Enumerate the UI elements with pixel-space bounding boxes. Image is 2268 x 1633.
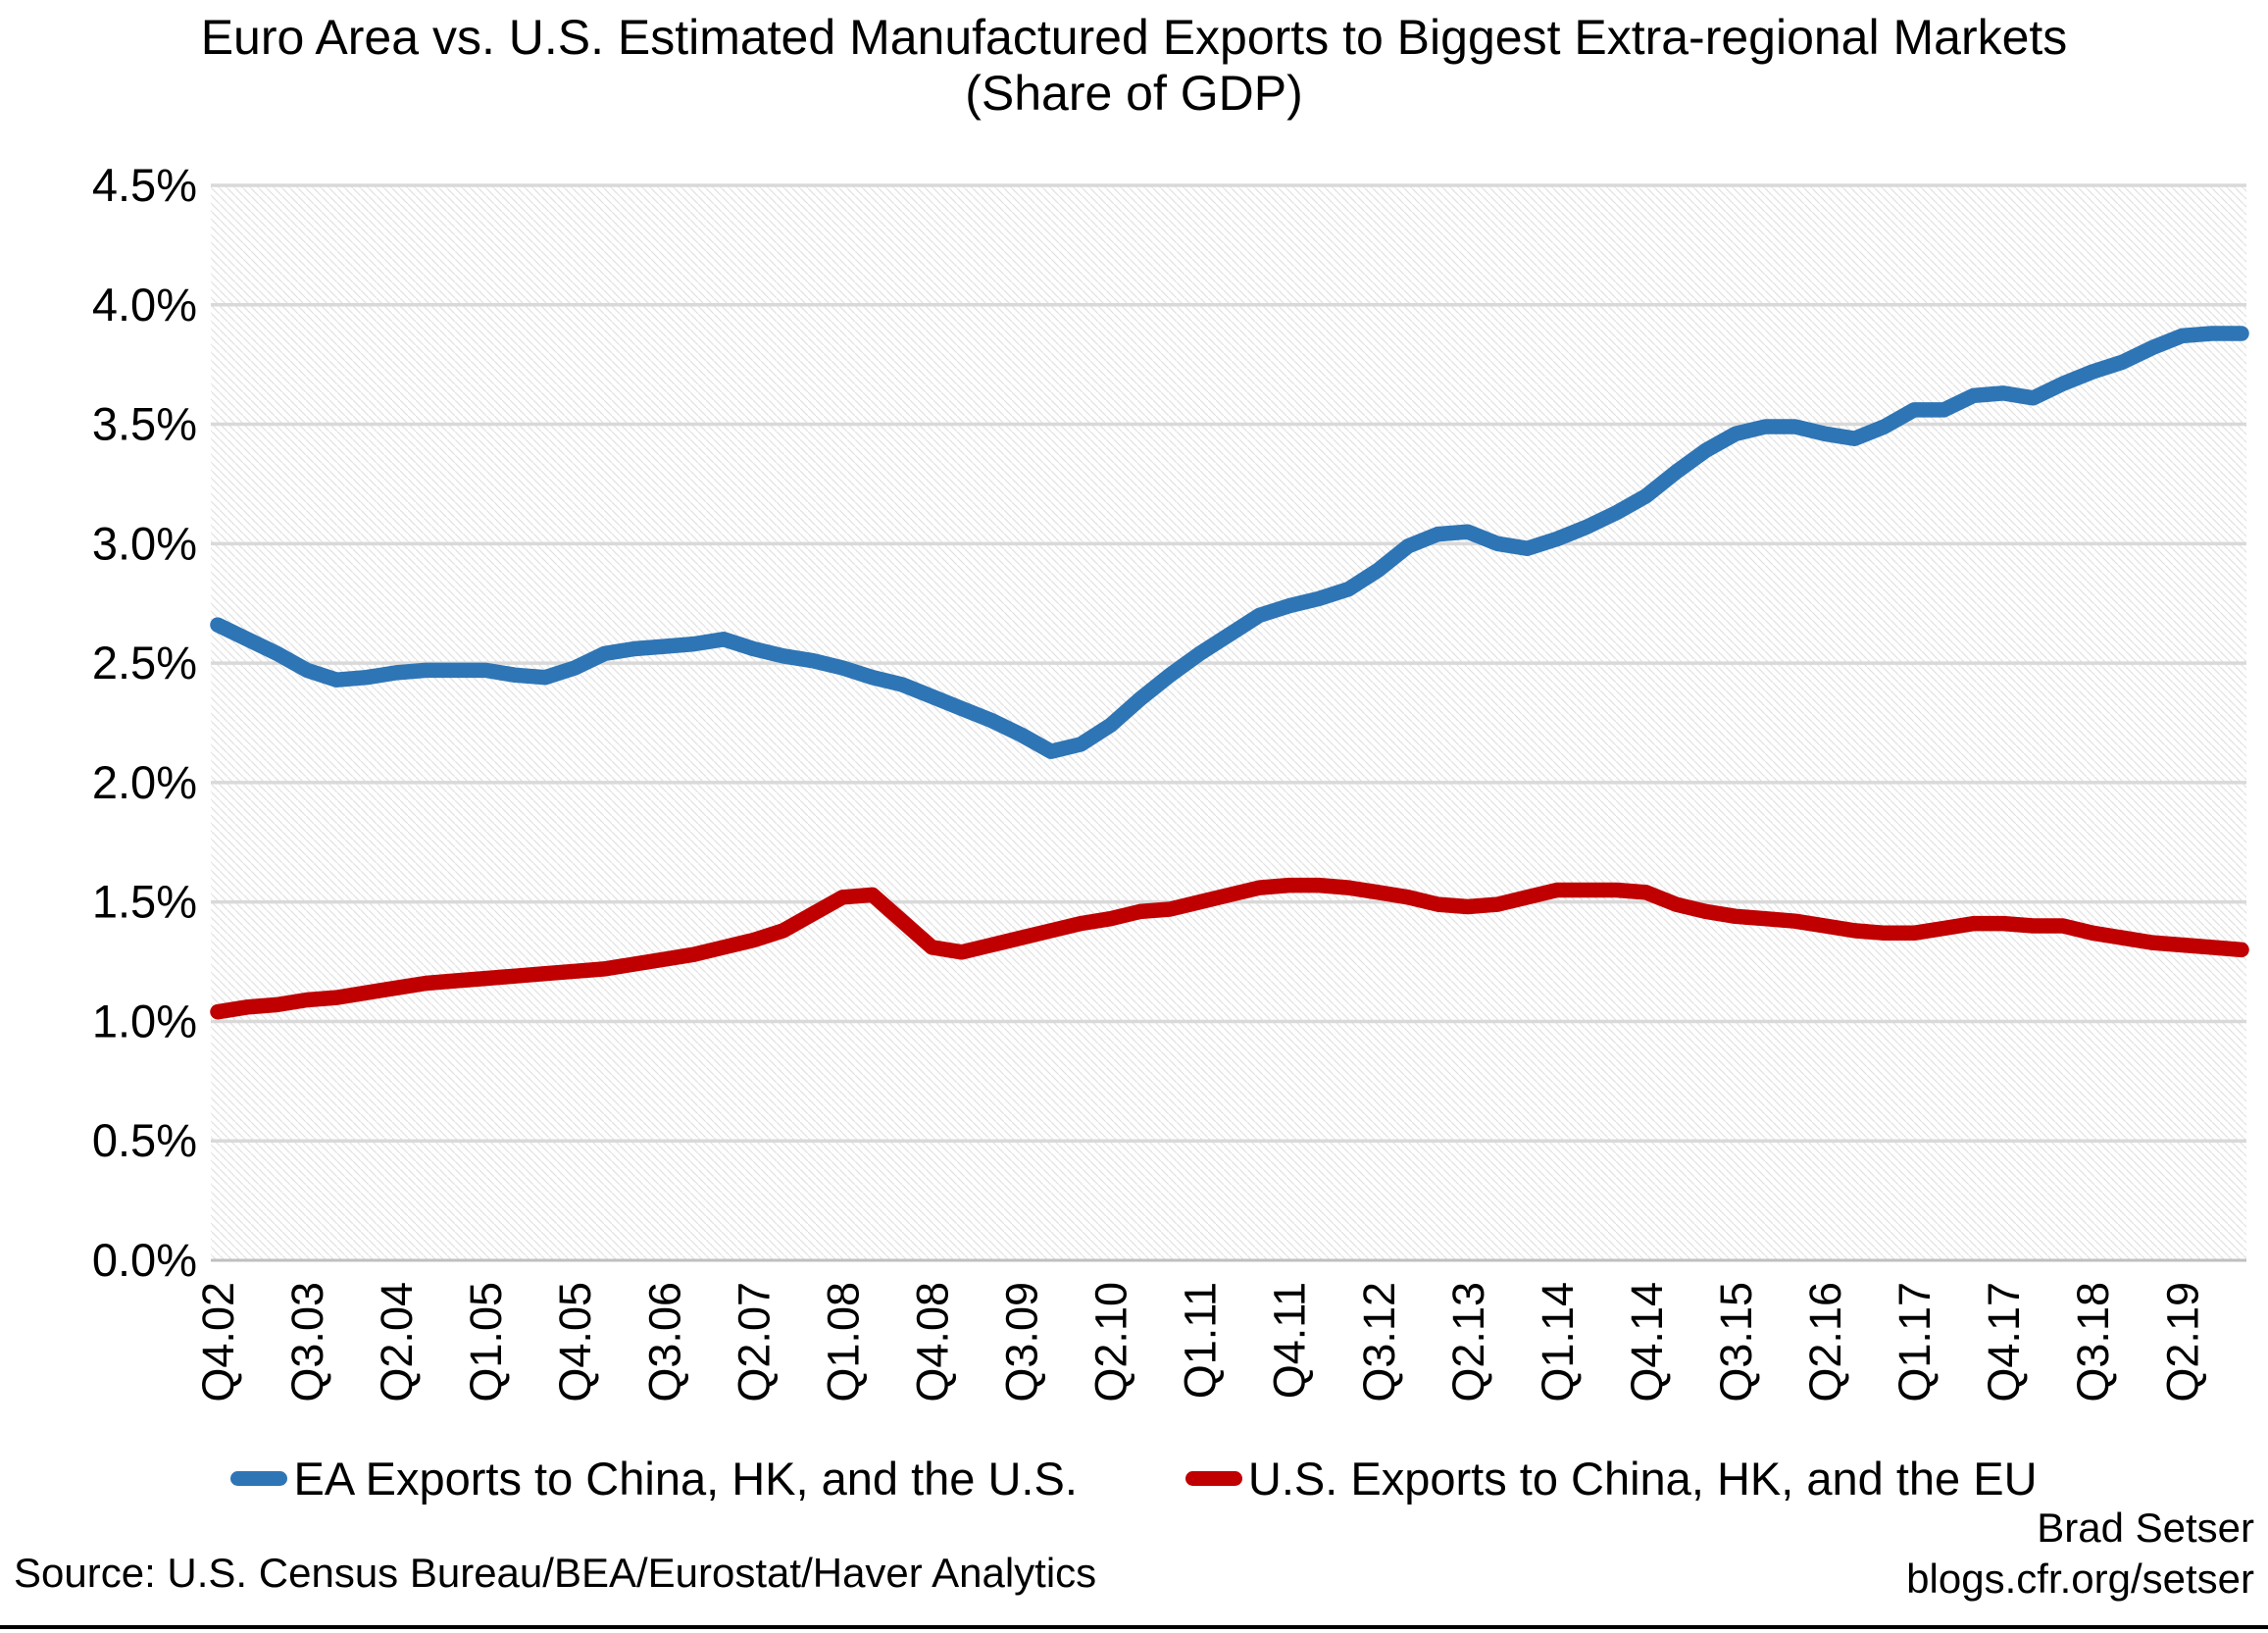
x-axis-labels: Q4.02 Q3.03 Q2.04 Q1.05 Q4.05 Q3.06 Q2.07 Q1.08… [193,1282,2207,1403]
svg-text:1.0%: 1.0% [92,995,197,1046]
plot-area [211,185,2246,1260]
source-note: Source: U.S. Census Bureau/BEA/Eurostat/… [14,1550,1097,1596]
svg-text:Q3.09: Q3.09 [997,1282,1047,1403]
svg-text:3.0%: 3.0% [92,517,197,569]
y-axis-labels: 0.0% 0.5% 1.0% 1.5% 2.0% 2.5% 3.0% 3.5% 4.0% 4.5% [92,159,197,1286]
svg-text:Q1.14: Q1.14 [1533,1282,1583,1403]
legend-item-ea: EA Exports to China, HK, and the U.S. [230,1452,1078,1505]
svg-text:0.5%: 0.5% [92,1114,197,1166]
svg-text:Q4.14: Q4.14 [1622,1282,1672,1403]
y-gridlines [211,183,2246,1262]
svg-text:3.5%: 3.5% [92,398,197,450]
chart-title-line1: Euro Area vs. U.S. Estimated Manufacture… [200,10,2068,65]
svg-text:Q4.05: Q4.05 [550,1282,600,1403]
svg-text:Q1.11: Q1.11 [1176,1282,1226,1399]
svg-text:2.0%: 2.0% [92,756,197,808]
svg-text:Q2.10: Q2.10 [1086,1282,1136,1403]
svg-text:Q3.15: Q3.15 [1711,1282,1761,1403]
svg-text:Q2.07: Q2.07 [729,1282,779,1403]
legend-label-ea: EA Exports to China, HK, and the U.S. [293,1453,1078,1505]
svg-text:Q2.04: Q2.04 [372,1282,422,1403]
svg-text:Q1.08: Q1.08 [818,1282,868,1403]
credit-author: Brad Setser [2037,1505,2254,1551]
credit-site: blogs.cfr.org/setser [1906,1556,2254,1602]
svg-text:Q3.06: Q3.06 [639,1282,689,1403]
bottom-border [0,1625,2268,1629]
svg-text:Q3.12: Q3.12 [1354,1282,1404,1403]
svg-text:Q4.08: Q4.08 [907,1282,957,1403]
svg-text:Q2.19: Q2.19 [2157,1282,2207,1403]
chart-title: Euro Area vs. U.S. Estimated Manufacture… [0,10,2268,122]
legend-swatch-ea [230,1471,288,1486]
svg-text:4.5%: 4.5% [92,159,197,211]
svg-text:Q4.11: Q4.11 [1265,1282,1315,1399]
credit-block: Brad Setser blogs.cfr.org/setser [1906,1503,2254,1605]
svg-text:Q2.13: Q2.13 [1443,1282,1493,1403]
svg-text:Q2.16: Q2.16 [1800,1282,1850,1403]
svg-text:Q1.05: Q1.05 [461,1282,511,1403]
series-line-ea [210,326,2249,759]
svg-text:2.5%: 2.5% [92,637,197,689]
svg-text:1.5%: 1.5% [92,876,197,928]
legend-label-us: U.S. Exports to China, HK, and the EU [1247,1453,2038,1505]
legend-swatch-us [1184,1471,1242,1486]
svg-text:Q1.17: Q1.17 [1890,1282,1940,1403]
svg-text:Q4.02: Q4.02 [193,1282,243,1403]
svg-text:4.0%: 4.0% [92,279,197,331]
svg-text:0.0%: 0.0% [92,1234,197,1286]
chart-legend: EA Exports to China, HK, and the U.S. U.… [0,1452,2268,1505]
legend-item-us: U.S. Exports to China, HK, and the EU [1184,1452,2038,1505]
series-line-us [210,877,2249,1020]
svg-text:Q3.18: Q3.18 [2068,1282,2118,1403]
svg-text:Q3.03: Q3.03 [282,1282,332,1403]
chart-title-line2: (Share of GDP) [965,66,1303,121]
svg-text:Q4.17: Q4.17 [1979,1282,2029,1403]
